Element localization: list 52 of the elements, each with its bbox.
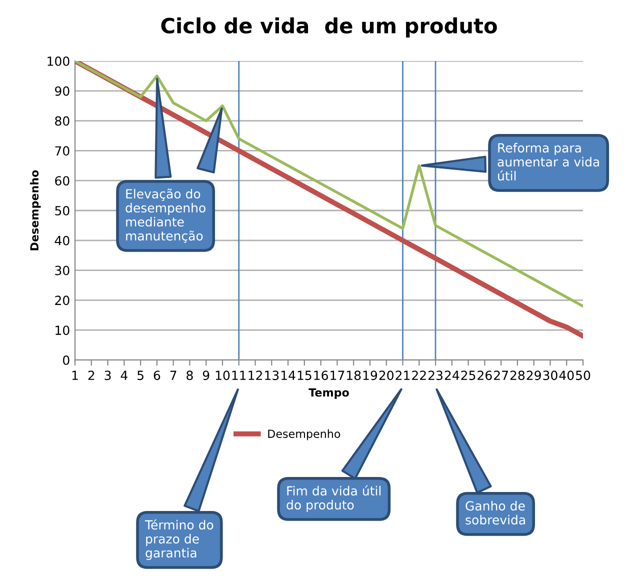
x-tick-label: 16 [314, 370, 328, 380]
text: Ganho de sobrevida [466, 500, 525, 525]
x-tick-label: 27 [494, 370, 508, 380]
x-tick-label: 20 [379, 370, 394, 380]
x-tick-label: 24 [444, 370, 460, 380]
x-tick-label: 6 [154, 370, 160, 380]
y-tick-label: 10 [56, 326, 70, 336]
x-tick-label: 23 [428, 370, 442, 380]
x-tick-label: 14 [281, 370, 296, 380]
x-tick-label: 5 [138, 370, 144, 380]
x-tick-label: 29 [526, 370, 541, 380]
x-tick-label: 11 [232, 370, 246, 380]
x-tick-label: 10 [216, 370, 230, 380]
x-tick-label: 40 [559, 370, 574, 380]
chart-title: Ciclo de vida de um produto [161, 17, 497, 38]
y-tick-label: 90 [55, 86, 70, 96]
x-tick-label: 2 [88, 370, 94, 380]
x-tick-label: 13 [265, 370, 279, 380]
x-tick-label: 18 [347, 370, 361, 380]
x-tick-label: 22 [412, 370, 426, 380]
x-tick-label: 9 [202, 370, 210, 380]
x-tick-label: 28 [510, 370, 525, 380]
legend-label: Desempenho [268, 429, 340, 440]
x-tick-label: 19 [363, 370, 378, 380]
y-tick-label: 80 [55, 116, 70, 126]
x-tick-label: 12 [248, 370, 262, 380]
x-tick-label: 50 [576, 370, 590, 380]
x-tick-label: 17 [330, 370, 344, 380]
y-tick-label: 60 [55, 176, 70, 186]
x-tick-label: 8 [186, 370, 193, 380]
x-tick-label: 4 [120, 370, 128, 380]
x-tick-label: 1 [72, 370, 78, 380]
y-tick-label: 100 [48, 56, 70, 66]
y-tick-label: 0 [63, 355, 70, 365]
x-tick-label: 15 [298, 370, 312, 380]
x-tick-label: 7 [170, 370, 176, 380]
annotation: Elevação do desempenho mediante manutenção [126, 188, 206, 243]
y-tick-label: 40 [54, 236, 70, 246]
y-axis-title: Desempenho [30, 170, 41, 250]
text: Fim da vida útil do produto [286, 485, 381, 512]
x-tick-label: 21 [396, 370, 410, 380]
text: Término do prazo de garantia [144, 519, 214, 560]
y-tick-label: 30 [55, 266, 70, 276]
x-axis-title: Tempo [308, 388, 349, 399]
x-tick-label: 25 [461, 370, 476, 380]
y-tick-label: 70 [55, 146, 70, 156]
x-tick-label: 3 [104, 370, 111, 380]
annotation: Reforma para aumentar a vida útil [498, 142, 600, 181]
x-tick-label: 30 [543, 370, 558, 380]
x-tick-label: 26 [478, 370, 492, 380]
y-tick-label: 50 [55, 206, 70, 216]
y-tick-label: 20 [55, 296, 70, 306]
